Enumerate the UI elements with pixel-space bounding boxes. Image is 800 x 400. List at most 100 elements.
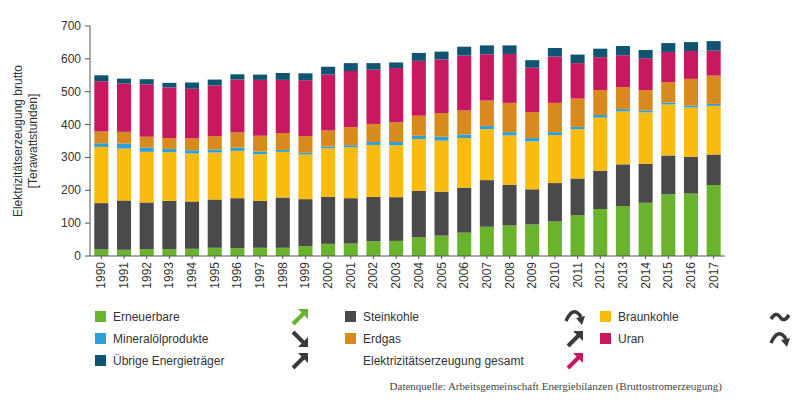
legend-label: Mineralölprodukte <box>113 332 209 346</box>
bar-segment <box>661 194 675 256</box>
bar-segment <box>253 248 267 256</box>
x-tick <box>554 256 555 259</box>
y-tick-label: 200 <box>61 183 81 197</box>
bar-segment <box>276 248 290 256</box>
x-axis <box>90 256 725 257</box>
bar-segment <box>684 106 698 108</box>
bar-segment <box>571 215 585 256</box>
bar-segment <box>366 197 380 241</box>
legend-swatch <box>95 355 106 366</box>
bar-segment <box>412 116 426 136</box>
bar-segment <box>140 79 154 84</box>
x-tick <box>622 256 623 259</box>
x-tick-label: 2012 <box>593 262 607 289</box>
trend-icon-head <box>576 316 585 325</box>
y-axis-label-line: [Terawattstunden] <box>26 94 40 189</box>
bar-segment <box>230 74 244 79</box>
trend-icon <box>568 353 583 368</box>
bar-segment <box>593 118 607 171</box>
bar-segment <box>208 199 222 247</box>
bar-segment <box>616 164 630 206</box>
x-tick-label: 2000 <box>321 262 335 289</box>
y-tick-label: 400 <box>61 118 81 132</box>
bar-segment <box>321 197 335 244</box>
x-tick <box>282 256 283 259</box>
trend-icon-shaft <box>568 335 579 346</box>
bar-segment <box>185 83 199 89</box>
bar-segment <box>389 145 403 197</box>
bar-segment <box>593 209 607 256</box>
bar-segment <box>525 189 539 224</box>
bar-segment <box>162 152 176 201</box>
bar-segment <box>593 90 607 115</box>
bar-segment <box>548 103 562 132</box>
bar-segment <box>117 132 131 144</box>
bar-segment <box>208 150 222 153</box>
bar-segment <box>162 149 176 152</box>
bar-segment <box>321 67 335 75</box>
bar-segment <box>661 43 675 52</box>
bar-segment <box>208 248 222 256</box>
bar-segment <box>434 52 448 60</box>
x-tick-label: 2008 <box>503 262 517 289</box>
bar-segment <box>707 104 721 106</box>
x-tick <box>192 256 193 259</box>
bar-segment <box>571 99 585 127</box>
trend-icon <box>771 334 790 347</box>
legend-swatch <box>95 311 106 322</box>
bar-segment <box>94 81 108 131</box>
bar-segment <box>321 148 335 197</box>
x-tick-label: 2002 <box>366 262 380 289</box>
bar-segment <box>434 192 448 236</box>
bar-segment <box>457 134 471 138</box>
bar-segment <box>276 80 290 133</box>
y-tick <box>85 26 90 27</box>
y-tick-label: 500 <box>61 85 81 99</box>
bar-segment <box>253 75 267 80</box>
trend-icon <box>568 331 583 346</box>
x-tick <box>690 256 691 259</box>
bar-segment <box>298 153 312 155</box>
y-tick-label: 0 <box>74 249 81 263</box>
bar-segment <box>684 79 698 106</box>
bar-segment <box>434 60 448 114</box>
x-tick-label: 2001 <box>344 262 358 289</box>
x-tick <box>396 256 397 259</box>
bar-segment <box>162 138 176 149</box>
bar-segment <box>457 138 471 188</box>
bar-segment <box>230 248 244 256</box>
bar-segment <box>525 112 539 138</box>
x-tick <box>237 256 238 259</box>
x-tick-label: 2013 <box>616 262 630 289</box>
x-tick <box>645 256 646 259</box>
bar-segment <box>661 82 675 102</box>
trend-icon-head <box>781 338 790 347</box>
bar-segment <box>185 89 199 139</box>
trend-icon <box>566 312 585 325</box>
bar-segment <box>140 152 154 203</box>
trend-icon-head <box>298 353 308 363</box>
bar-segment <box>661 52 675 82</box>
x-tick <box>328 256 329 259</box>
bar-segment <box>434 113 448 137</box>
y-tick <box>85 91 90 92</box>
bar-segment <box>344 63 358 71</box>
bar-segment <box>298 154 312 199</box>
legend-label: Übrige Energieträger <box>113 354 224 368</box>
x-tick <box>486 256 487 259</box>
bar-segment <box>684 51 698 79</box>
bar-segment <box>684 42 698 51</box>
x-tick <box>532 256 533 259</box>
bar-segment <box>140 249 154 256</box>
bar-segment <box>389 62 403 68</box>
bar-segment <box>684 194 698 256</box>
x-tick-label: 2003 <box>389 262 403 289</box>
legend-label: Erneuerbare <box>113 310 180 324</box>
x-tick <box>509 256 510 259</box>
bar-segment <box>661 103 675 105</box>
y-tick <box>85 58 90 59</box>
x-tick <box>464 256 465 259</box>
bar-segment <box>162 201 176 249</box>
x-tick-label: 2004 <box>412 262 426 289</box>
y-tick <box>85 256 90 257</box>
